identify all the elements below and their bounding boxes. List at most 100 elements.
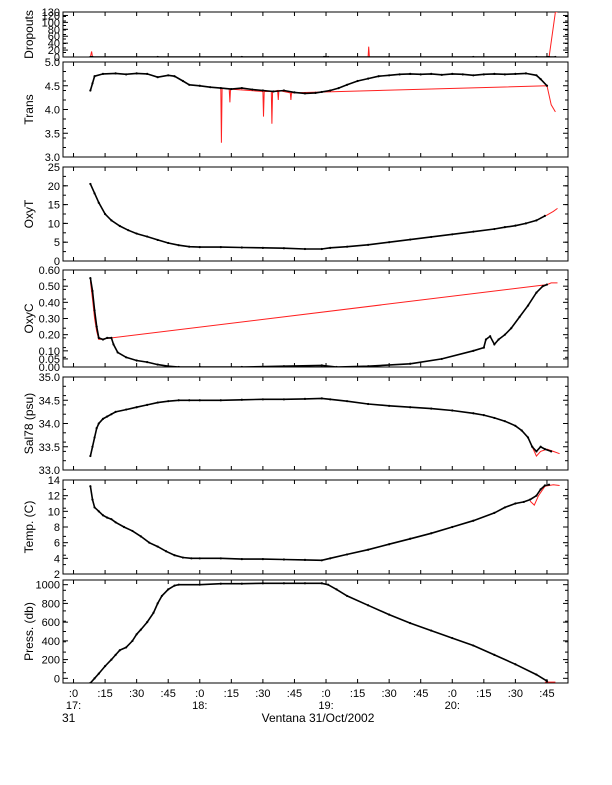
data-point — [167, 74, 170, 77]
y-tick-label: 4.0 — [45, 105, 60, 117]
data-point — [367, 365, 370, 367]
x-hour-label: 19: — [318, 700, 333, 712]
y-axis-label: Sal78 (psu) — [22, 393, 36, 454]
y-tick-label: 600 — [42, 617, 60, 629]
data-point — [91, 498, 94, 501]
data-point — [367, 77, 370, 80]
y-tick-label: 80 — [48, 24, 60, 36]
series-line — [89, 277, 548, 367]
data-point — [261, 89, 264, 92]
data-point — [335, 365, 338, 367]
data-point — [106, 516, 109, 519]
data-point — [261, 398, 264, 401]
data-point — [329, 557, 332, 560]
data-point — [518, 315, 521, 318]
data-point — [531, 445, 534, 448]
panel-frame — [62, 11, 569, 58]
data-point — [177, 365, 180, 367]
data-point — [261, 246, 264, 249]
data-point — [219, 557, 222, 560]
data-point — [329, 398, 332, 401]
data-point — [139, 628, 142, 631]
data-point — [282, 582, 286, 585]
data-point — [282, 365, 286, 367]
series-points — [89, 483, 551, 562]
y-tick-label: 15 — [48, 200, 60, 212]
data-point — [146, 235, 149, 238]
data-point — [493, 511, 496, 514]
y-tick-label: 35.0 — [39, 372, 60, 384]
data-point — [367, 548, 370, 551]
data-point — [409, 362, 412, 365]
data-point — [177, 244, 180, 247]
data-point — [219, 245, 222, 249]
x-tick-label: :30 — [129, 688, 144, 700]
y-axis-label: Press. (db) — [22, 602, 36, 661]
data-point — [240, 582, 243, 585]
data-point — [524, 72, 528, 75]
data-point — [110, 413, 113, 416]
data-point — [106, 336, 109, 339]
data-point — [398, 73, 401, 76]
series-points — [89, 72, 549, 95]
data-point — [329, 89, 332, 92]
data-point — [514, 424, 517, 427]
data-point — [156, 238, 159, 242]
x-tick-label: :45 — [287, 688, 302, 700]
series-points — [89, 276, 549, 367]
data-point — [114, 72, 117, 75]
data-point — [139, 535, 142, 538]
y-tick-label: 4.5 — [45, 81, 60, 93]
data-point — [493, 343, 496, 346]
series-line-raw — [529, 484, 560, 506]
data-point — [539, 78, 542, 81]
data-point — [472, 519, 475, 522]
data-point — [543, 484, 546, 487]
data-point — [482, 73, 485, 76]
panel-oxyc: 0.000.050.10 0.20 0.30 0.40 0.50 0.60 OxyC — [22, 265, 569, 374]
data-point — [167, 588, 170, 591]
data-point — [543, 214, 546, 217]
data-point — [388, 613, 391, 616]
data-point — [451, 72, 454, 75]
data-point — [188, 399, 191, 402]
data-point — [303, 582, 307, 585]
data-point — [219, 582, 222, 585]
data-point — [135, 72, 138, 75]
data-point — [97, 422, 100, 425]
data-point — [320, 397, 323, 400]
data-point — [93, 436, 96, 439]
series-line-raw — [89, 12, 558, 57]
data-point — [440, 357, 443, 361]
y-tick-label: 0.00 — [39, 362, 60, 374]
y-tick-label: 6 — [54, 538, 60, 550]
data-point — [97, 201, 100, 204]
x-tick-label: :0 — [448, 688, 457, 700]
y-tick-label: 0.20 — [39, 330, 60, 342]
y-tick-label: 34.0 — [39, 419, 60, 431]
y-tick-label: 0 — [54, 256, 60, 268]
data-point — [547, 483, 551, 486]
data-point — [181, 556, 185, 559]
data-point — [135, 406, 138, 409]
data-point — [367, 402, 370, 406]
data-point — [514, 72, 517, 75]
data-point — [484, 338, 488, 341]
data-point — [329, 246, 332, 249]
data-point — [345, 400, 349, 403]
data-point — [93, 506, 96, 509]
data-point — [545, 283, 549, 286]
data-point — [97, 672, 100, 675]
data-point — [97, 336, 100, 339]
x-hour-label: 17: — [66, 700, 81, 712]
data-point — [156, 363, 159, 366]
data-point — [110, 336, 113, 339]
x-tick-label: :30 — [381, 688, 396, 700]
data-point — [388, 404, 391, 407]
data-point — [114, 521, 117, 524]
data-point — [89, 454, 92, 458]
y-tick-label: 4 — [54, 553, 60, 565]
data-point — [529, 498, 532, 501]
y-tick-label: 400 — [42, 636, 60, 648]
data-point — [430, 235, 433, 239]
